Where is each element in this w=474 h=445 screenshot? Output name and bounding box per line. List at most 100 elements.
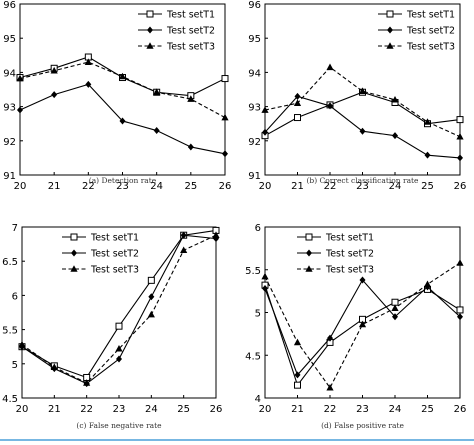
data-point (84, 58, 92, 65)
y-tick-label: 92 (3, 137, 16, 148)
data-point (261, 106, 269, 113)
legend-label: Test setT2 (406, 26, 455, 37)
x-tick-label: 23 (116, 181, 129, 192)
data-point (222, 150, 228, 158)
data-point (50, 363, 58, 371)
x-tick-label: 22 (324, 404, 337, 415)
data-point (118, 72, 127, 80)
data-point (327, 102, 333, 110)
legend-label: Test setT2 (325, 249, 374, 260)
x-tick-label: 22 (324, 181, 337, 192)
y-tick-label: 5 (255, 309, 261, 320)
legend-label: Test setT1 (325, 233, 374, 244)
data-point (391, 95, 399, 103)
legend-label: Test setT2 (90, 249, 139, 260)
y-tick-label: 94 (248, 68, 261, 79)
y-tick-label: 6 (255, 223, 261, 234)
data-point (326, 383, 334, 391)
data-point (262, 128, 268, 136)
data-point (51, 91, 58, 99)
x-tick-label: 26 (219, 181, 232, 192)
data-point (85, 80, 92, 88)
data-point (212, 231, 220, 239)
y-tick-label: 5 (12, 360, 18, 371)
y-tick-label: 6.5 (2, 257, 18, 268)
legend: Test setT1 Test setT2 Test setT3 (62, 233, 139, 276)
data-point (18, 340, 26, 348)
data-point (423, 118, 432, 125)
y-tick-label: 96 (3, 0, 16, 11)
series-2 (262, 276, 463, 379)
data-point (359, 276, 366, 284)
y-tick-label: 92 (248, 137, 261, 148)
data-point (50, 66, 58, 74)
legend-label: Test setT3 (406, 42, 455, 53)
data-point (456, 306, 464, 314)
legend-marker (306, 249, 312, 257)
data-point (294, 381, 301, 389)
panel-caption: (c) False negative rate (76, 421, 162, 430)
legend-label: Test setT1 (406, 10, 455, 21)
data-point (327, 334, 333, 342)
data-point (358, 320, 367, 328)
data-point (456, 259, 464, 266)
data-point (423, 280, 432, 288)
y-tick-label: 6 (12, 291, 18, 302)
legend-marker (71, 249, 77, 257)
x-tick-label: 22 (82, 181, 95, 192)
legend-marker (70, 233, 78, 241)
x-tick-label: 21 (48, 404, 61, 415)
x-tick-label: 20 (14, 181, 27, 192)
legend-marker (146, 10, 154, 18)
data-point (456, 132, 464, 140)
data-point (148, 293, 155, 301)
data-point (16, 74, 24, 82)
data-point (187, 143, 194, 151)
series-3 (16, 58, 229, 121)
legend-marker (386, 10, 394, 18)
y-tick-label: 5.5 (2, 326, 18, 337)
y-tick-label: 4.5 (2, 394, 18, 405)
legend-label: Test setT2 (166, 26, 215, 37)
x-tick-label: 24 (145, 404, 158, 415)
data-point (221, 113, 229, 121)
legend-marker (387, 26, 393, 34)
legend-marker (305, 233, 313, 241)
x-tick-label: 26 (210, 404, 223, 415)
x-tick-label: 22 (80, 404, 93, 415)
x-tick-label: 25 (421, 404, 434, 415)
x-tick-label: 21 (291, 404, 304, 415)
x-tick-label: 26 (454, 404, 467, 415)
data-point (221, 75, 229, 83)
data-point (392, 313, 398, 321)
x-tick-label: 20 (259, 181, 272, 192)
x-tick-label: 24 (389, 181, 402, 192)
x-tick-label: 23 (356, 404, 369, 415)
x-tick-label: 20 (16, 404, 29, 415)
x-tick-label: 23 (356, 181, 369, 192)
y-tick-label: 95 (248, 34, 261, 45)
data-point (294, 92, 301, 100)
x-tick-label: 25 (177, 404, 190, 415)
data-point (391, 304, 399, 312)
data-point (293, 338, 302, 346)
series-2 (262, 92, 463, 162)
data-point (294, 114, 301, 122)
y-tick-label: 94 (3, 68, 16, 79)
x-tick-label: 25 (421, 181, 434, 192)
data-point (326, 63, 334, 71)
data-point (456, 116, 464, 124)
legend-marker (386, 42, 394, 49)
x-tick-label: 24 (150, 181, 163, 192)
panel-caption: (b) Correct classification rate (307, 176, 420, 185)
data-point (261, 272, 269, 280)
data-point (293, 99, 302, 106)
data-point (17, 106, 23, 114)
data-point (457, 313, 463, 321)
legend: Test setT1 Test setT2 Test setT3 (297, 233, 374, 276)
data-point (115, 322, 123, 330)
data-point (187, 95, 195, 102)
data-point (262, 285, 268, 293)
